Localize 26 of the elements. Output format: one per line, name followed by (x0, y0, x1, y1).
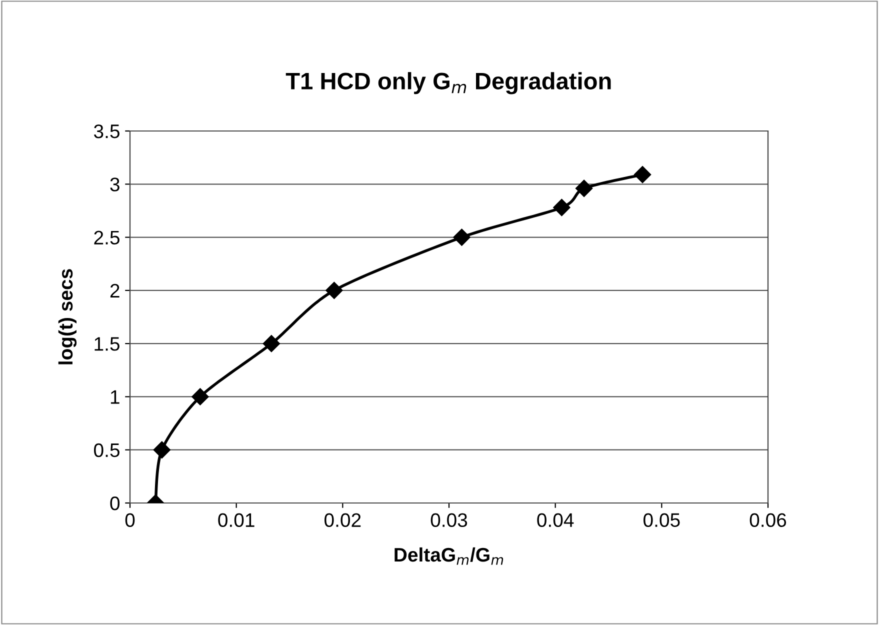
x-tick-label: 0.02 (324, 513, 361, 528)
point (192, 388, 209, 406)
point (153, 441, 170, 458)
point (453, 228, 470, 246)
chart-title: T1 HCD only G$_{m}$ Degradation (286, 72, 611, 94)
point (326, 282, 343, 299)
y-tick-label: 2 (110, 284, 120, 298)
y-tick-label: 1.5 (94, 337, 120, 351)
x-tick-label: 0.03 (430, 513, 468, 528)
y-tick-label: 0 (110, 496, 120, 510)
y-tick-label: 3 (110, 178, 120, 192)
point (575, 180, 593, 197)
x-tick-label: 0.05 (644, 513, 680, 528)
y-axis-title: log(t) secs (58, 269, 77, 364)
x-tick-label: 0.06 (750, 513, 786, 528)
y-tick-label: 1 (110, 390, 120, 404)
x-tick-label: 0.01 (218, 513, 254, 528)
point (262, 335, 280, 352)
y-tick-label: 3.5 (94, 124, 120, 138)
x-tick-label: 0.04 (537, 513, 574, 528)
point (553, 198, 570, 216)
y-tick-label: 2.5 (94, 230, 120, 245)
x-tick-label: 0 (125, 513, 135, 528)
y-tick-label: 0.5 (94, 443, 120, 458)
x-axis-title: DeltaG$_{m}$/G$_{m}$ (394, 547, 504, 565)
point (634, 166, 652, 184)
